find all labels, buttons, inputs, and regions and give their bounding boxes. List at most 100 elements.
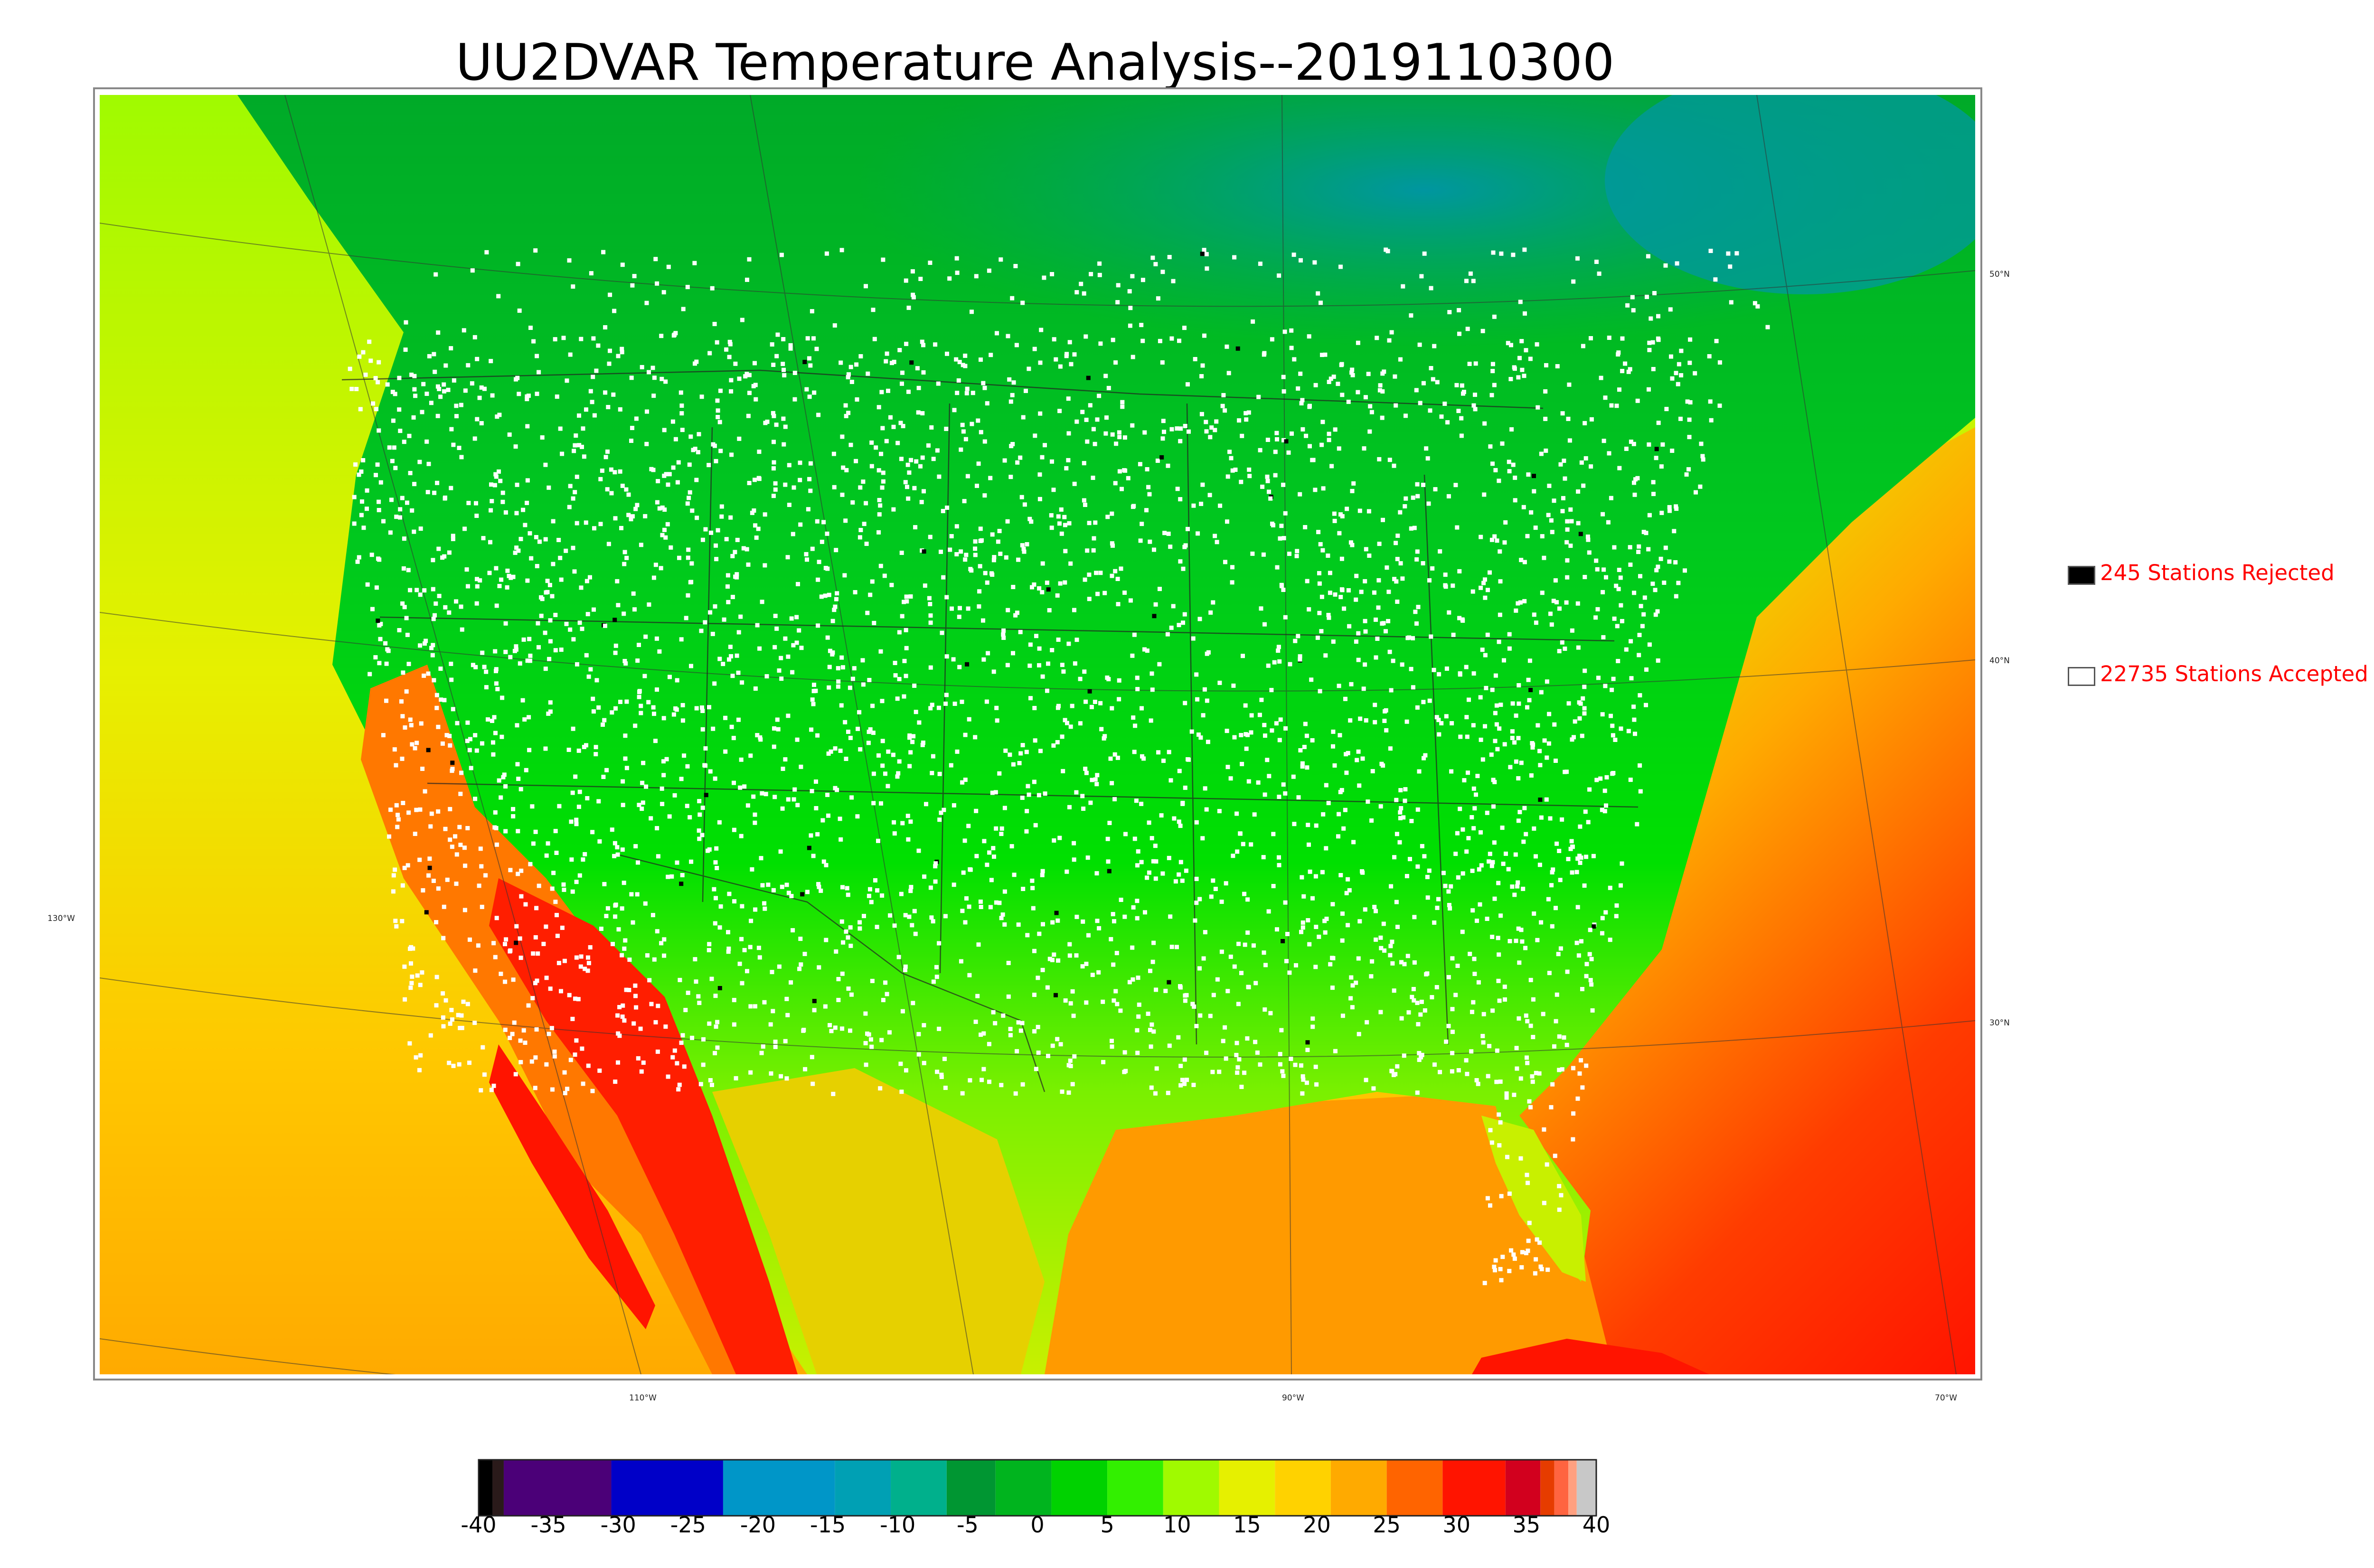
station-accepted — [429, 811, 434, 816]
station-accepted — [1328, 962, 1333, 967]
station-accepted — [465, 1002, 470, 1006]
station-accepted — [1588, 928, 1592, 932]
station-accepted — [1113, 569, 1118, 573]
station-accepted — [438, 394, 443, 399]
colorbar-band — [1568, 1460, 1577, 1516]
station-accepted — [1032, 993, 1036, 997]
station-accepted — [1645, 294, 1649, 299]
station-accepted — [903, 480, 908, 485]
station-accepted — [807, 477, 812, 481]
station-accepted — [1055, 918, 1060, 923]
station-accepted — [516, 872, 520, 876]
station-accepted — [1576, 521, 1581, 526]
station-accepted — [1271, 884, 1276, 888]
station-accepted — [1050, 958, 1055, 962]
station-accepted — [899, 457, 904, 461]
station-accepted — [1178, 984, 1182, 988]
station-accepted — [1482, 421, 1487, 426]
station-accepted — [1300, 1074, 1305, 1079]
station-accepted — [1419, 1055, 1423, 1060]
station-accepted — [1488, 852, 1492, 856]
station-accepted — [1307, 607, 1311, 612]
station-accepted — [1252, 812, 1257, 817]
station-accepted — [1521, 505, 1526, 509]
station-accepted — [877, 512, 882, 516]
station-accepted — [409, 723, 414, 728]
station-accepted — [1110, 541, 1114, 546]
station-accepted — [1647, 513, 1652, 517]
station-accepted — [574, 822, 579, 826]
station-accepted — [1177, 623, 1181, 628]
station-accepted — [1382, 948, 1387, 953]
station-accepted — [883, 980, 888, 985]
station-accepted — [677, 1082, 682, 1087]
station-accepted — [1122, 591, 1127, 595]
station-accepted — [1459, 433, 1464, 438]
station-accepted — [921, 370, 926, 375]
station-accepted — [1520, 939, 1525, 944]
station-accepted — [1274, 431, 1279, 435]
station-accepted — [1169, 336, 1174, 341]
station-accepted — [1140, 522, 1144, 526]
station-accepted — [1073, 661, 1077, 666]
station-accepted — [1493, 1268, 1497, 1273]
station-accepted — [1564, 1042, 1569, 1047]
station-accepted — [660, 533, 665, 537]
station-accepted — [1006, 994, 1011, 999]
station-accepted — [1228, 776, 1233, 781]
station-accepted — [591, 375, 595, 379]
station-accepted — [773, 613, 778, 618]
station-accepted — [846, 375, 850, 379]
station-accepted — [1178, 824, 1183, 828]
mexico-plateau — [712, 1068, 1045, 1374]
station-accepted — [960, 909, 965, 913]
station-accepted — [965, 474, 970, 479]
station-accepted — [780, 806, 785, 811]
station-accepted — [967, 717, 971, 722]
station-accepted — [1398, 561, 1403, 566]
station-accepted — [910, 740, 915, 744]
station-accepted — [1425, 874, 1430, 879]
station-accepted — [940, 630, 944, 635]
station-accepted — [1418, 1012, 1423, 1017]
station-accepted — [1412, 915, 1417, 920]
station-accepted — [696, 450, 700, 454]
station-accepted — [644, 441, 649, 446]
station-accepted — [1323, 352, 1328, 357]
station-accepted — [899, 551, 904, 555]
station-accepted — [989, 878, 994, 883]
station-accepted — [577, 789, 582, 794]
station-accepted — [1577, 716, 1582, 721]
station-accepted — [865, 610, 870, 615]
station-accepted — [1426, 501, 1431, 506]
station-accepted — [756, 476, 761, 480]
station-accepted — [1072, 1054, 1077, 1059]
station-accepted — [458, 843, 463, 847]
colorbar-tick-label: 25 — [1373, 1512, 1401, 1538]
station-rejected — [1046, 587, 1051, 592]
station-accepted — [655, 929, 659, 934]
station-accepted — [493, 731, 498, 735]
station-accepted — [1653, 588, 1658, 592]
colorbar-band — [1330, 1460, 1387, 1516]
lat-label-30: 30°N — [1989, 1018, 2010, 1028]
station-accepted — [978, 526, 983, 531]
station-accepted — [1489, 393, 1494, 397]
station-accepted — [1220, 404, 1225, 408]
station-accepted — [1036, 1051, 1041, 1055]
station-accepted — [457, 1062, 462, 1067]
station-accepted — [534, 535, 538, 539]
station-accepted — [1037, 472, 1042, 477]
station-accepted — [1602, 567, 1606, 572]
station-accepted — [1765, 325, 1770, 329]
station-accepted — [516, 829, 520, 834]
station-accepted — [503, 784, 508, 789]
station-accepted — [650, 913, 655, 918]
station-accepted — [1364, 718, 1368, 723]
station-accepted — [1196, 531, 1200, 536]
station-accepted — [1043, 443, 1047, 448]
colorbar-band — [1163, 1460, 1219, 1516]
station-accepted — [1213, 887, 1218, 891]
colorbar-tick-label: -20 — [740, 1512, 776, 1538]
station-accepted — [1089, 272, 1093, 276]
